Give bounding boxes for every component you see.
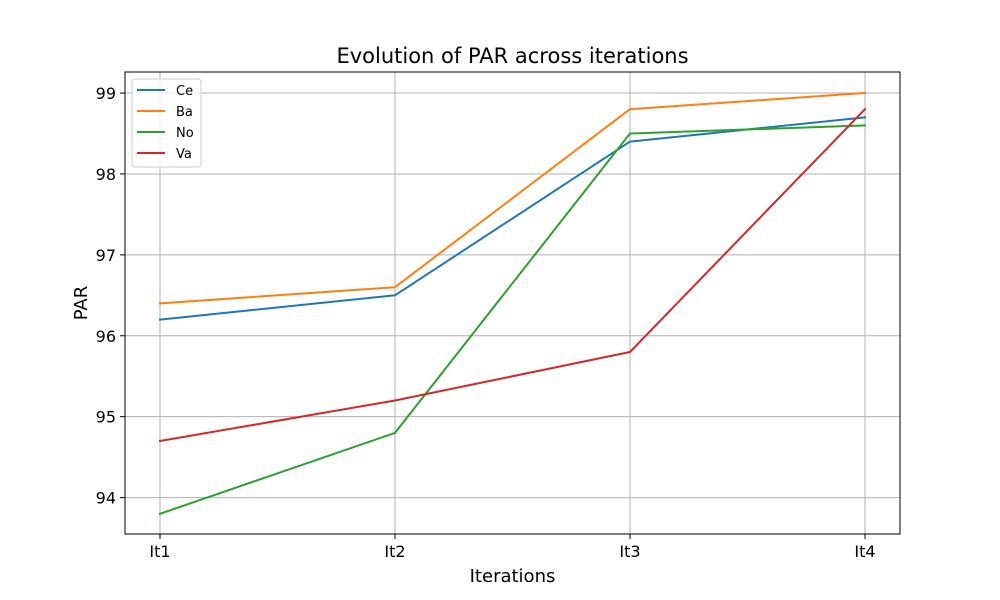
data-point-no [864,124,866,127]
y-tick-label: 94 [96,489,116,508]
y-tick-label: 95 [96,408,116,427]
x-axis-title: Iterations [470,566,556,587]
data-point-ce [629,140,631,143]
legend-label-ce: Ce [176,84,193,99]
x-tick-label: It1 [149,542,170,561]
data-point-va [629,350,631,353]
data-point-va [394,399,396,402]
series-line-no [158,124,867,516]
y-tick-label: 96 [96,327,116,346]
x-tick-label: It4 [854,542,875,561]
series-line-ba [158,91,867,305]
plot-area-frame [124,71,901,535]
data-point-no [159,512,161,515]
y-tick-label: 99 [96,84,116,103]
grid [125,72,900,534]
data-point-ba [629,108,631,111]
legend-box [131,78,202,168]
series-lines [158,91,867,516]
series-line-va [158,107,867,443]
data-point-ce [159,318,161,321]
data-point-ce [394,294,396,297]
data-point-no [629,132,631,135]
legend: Ce Ba No Va [131,78,202,168]
data-point-no [394,431,396,434]
legend-label-va: Va [176,147,192,162]
data-point-ba [864,92,866,95]
x-tick-label: It2 [384,542,405,561]
chart-title: Evolution of PAR across iterations [336,44,688,68]
data-point-va [864,108,866,111]
y-axis-title: PAR [71,286,92,321]
data-point-ba [159,302,161,305]
axis-ticks: It1 It2 It3 It4 94 95 96 97 98 99 [96,84,876,561]
y-tick-label: 97 [96,246,116,265]
legend-label-ba: Ba [176,105,193,120]
legend-label-no: No [176,126,194,141]
data-point-ba [394,286,396,289]
y-tick-label: 98 [96,165,116,184]
data-point-va [159,439,161,442]
x-tick-label: It3 [619,542,640,561]
data-point-ce [864,116,866,119]
